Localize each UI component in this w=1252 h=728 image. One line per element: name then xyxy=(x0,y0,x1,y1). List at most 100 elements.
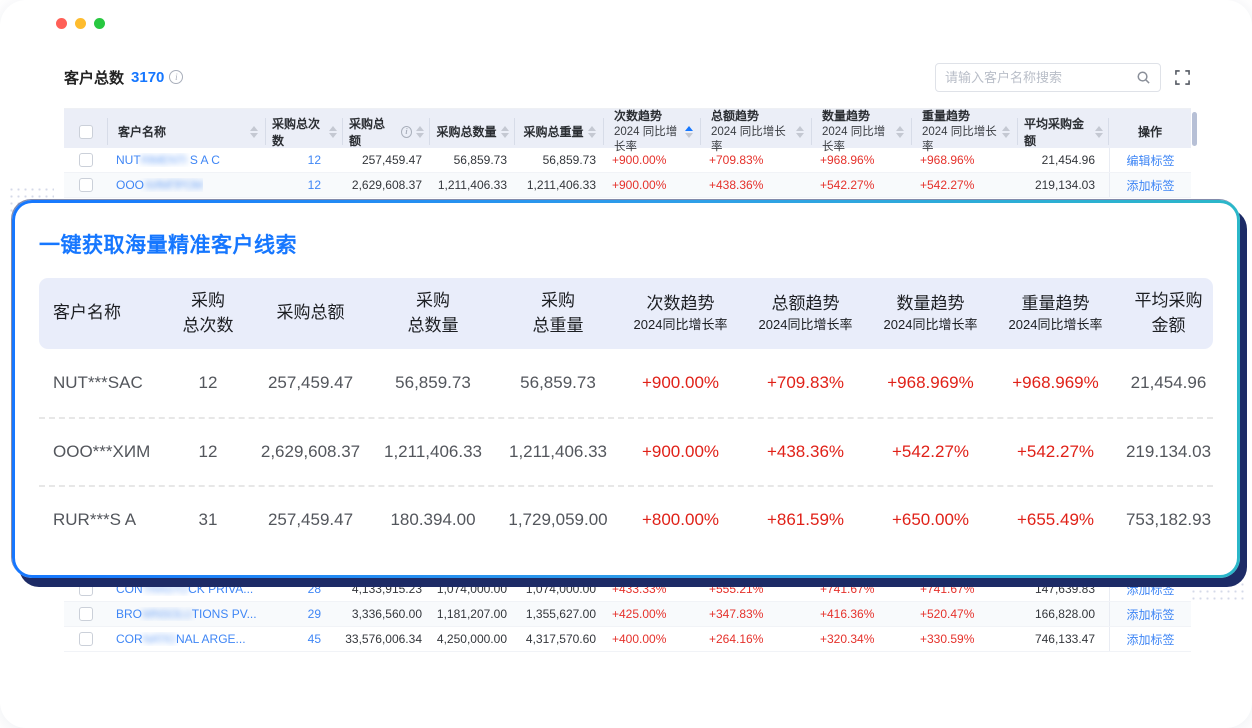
times-value[interactable]: 12 xyxy=(307,178,321,192)
times-value: 12 xyxy=(198,373,218,392)
customer-name-link[interactable]: BROWNSOLUTIONS PV... xyxy=(116,607,257,621)
amount-trend-value: +709.83% xyxy=(709,153,764,167)
row-checkbox[interactable] xyxy=(79,632,93,646)
search-input[interactable] xyxy=(945,69,1136,85)
sort-icon[interactable] xyxy=(500,125,509,138)
amount-value: 33,576,006.34 xyxy=(345,632,422,646)
close-window-button[interactable] xyxy=(56,18,67,29)
weight-trend-value: +968.969% xyxy=(1012,373,1099,392)
amount-trend-value: +709.83% xyxy=(766,373,845,392)
col-weight[interactable]: 采购总重量 xyxy=(515,109,604,154)
customer-name-link[interactable]: CORNATIONAL ARGE... xyxy=(116,632,246,646)
sort-icon-active[interactable] xyxy=(685,125,693,138)
table-scrollbar[interactable] xyxy=(1192,112,1197,146)
col-quantity[interactable]: 采购总数量 xyxy=(430,109,515,154)
row-checkbox[interactable] xyxy=(79,178,93,192)
times-value: 12 xyxy=(198,442,218,461)
sort-icon[interactable] xyxy=(1095,125,1103,138)
sort-icon[interactable] xyxy=(416,125,424,138)
select-all-checkbox[interactable] xyxy=(79,124,93,139)
col-amount[interactable]: 采购总额 i xyxy=(343,109,430,154)
quantity-trend-value: +542.27% xyxy=(820,178,875,192)
quantity-value: 4,250,000.00 xyxy=(436,632,507,646)
sort-icon[interactable] xyxy=(896,125,904,138)
quantity-trend-value: +968.96% xyxy=(820,153,875,167)
add-tag-button[interactable]: 添加标签 xyxy=(1126,632,1175,647)
col-amount-trend[interactable]: 总额趋势 2024 同比增长率 xyxy=(701,109,812,154)
sort-icon[interactable] xyxy=(329,125,337,138)
table-row: NUTRIMENTI S A C 12 257,459.47 56,859.73… xyxy=(64,148,1191,173)
table-row: OOOXИMПPOM 12 2,629,608.37 1,211,406.33 … xyxy=(64,173,1191,198)
weight-trend-value: +520.47% xyxy=(920,607,975,621)
weight-trend-value: +968.96% xyxy=(920,153,975,167)
sort-icon[interactable] xyxy=(1002,125,1010,138)
sort-icon[interactable] xyxy=(587,125,596,138)
customer-table-bottom: CONTRASTOCK PRIVA... 28 4,133,915.23 1,0… xyxy=(64,577,1191,652)
col-customer-name[interactable]: 客户名称 xyxy=(108,109,266,154)
panel-row: OOO***ХИМ 12 2,629,608.37 1,211,406.33 1… xyxy=(39,417,1213,485)
customer-name-link[interactable]: OOOXИMПPOM xyxy=(116,178,204,192)
add-tag-button[interactable]: 添加标签 xyxy=(1126,582,1175,597)
highlight-panel: 一键获取海量精准客户线索 客户名称 采购 总次数 采购总额 采购 总数量 采购 总重量… xyxy=(12,200,1240,578)
amount-trend-value: +555.21% xyxy=(709,582,764,596)
info-icon[interactable]: i xyxy=(401,125,412,138)
amount-value: 257,459.47 xyxy=(267,373,354,392)
row-checkbox[interactable] xyxy=(79,607,93,621)
add-tag-button[interactable]: 添加标签 xyxy=(1126,178,1175,193)
times-value[interactable]: 28 xyxy=(307,582,321,596)
weight-trend-value: +330.59% xyxy=(920,632,975,646)
search-icon[interactable] xyxy=(1136,70,1151,85)
sort-icon[interactable] xyxy=(250,125,258,138)
panel-row: RUR***S A 31 257,459.47 180.394.00 1,729… xyxy=(39,485,1213,553)
amount-trend-value: +438.36% xyxy=(709,178,764,192)
times-value[interactable]: 45 xyxy=(307,632,321,646)
weight-value: 1,729,059.00 xyxy=(508,510,608,529)
ocol-times: 采购 总次数 xyxy=(182,290,234,335)
quantity-trend-value: +542.27% xyxy=(891,442,970,461)
quantity-value: 1,181,207.00 xyxy=(436,607,507,621)
row-checkbox[interactable] xyxy=(79,582,93,596)
fullscreen-expand-icon[interactable] xyxy=(1175,69,1190,85)
weight-value: 56,859.73 xyxy=(542,153,596,167)
col-quantity-trend[interactable]: 数量趋势 2024 同比增长率 xyxy=(812,109,912,154)
customer-name: NUT***SAC xyxy=(53,373,143,392)
times-value[interactable]: 29 xyxy=(307,607,321,621)
quantity-trend-value: +741.67% xyxy=(820,582,875,596)
times-trend-value: +800.00% xyxy=(641,510,720,529)
quantity-value: 1,074,000.00 xyxy=(436,582,507,596)
col-weight-trend[interactable]: 重量趋势 2024 同比增长率 xyxy=(912,109,1018,154)
customer-name-link[interactable]: NUTRIMENTI S A C xyxy=(116,153,220,167)
customer-name-link[interactable]: CONTRASTOCK PRIVA... xyxy=(116,582,254,596)
ocol-weight: 采购 总重量 xyxy=(532,290,584,335)
select-all-cell xyxy=(64,109,108,154)
weight-value: 1,211,406.33 xyxy=(509,442,607,461)
times-value: 31 xyxy=(198,510,218,529)
row-checkbox[interactable] xyxy=(79,153,93,167)
col-times-trend[interactable]: 次数趋势 2024 同比增长率 xyxy=(604,109,701,154)
weight-value: 1,211,406.33 xyxy=(526,178,596,192)
col-times[interactable]: 采购总次数 xyxy=(266,109,343,154)
quantity-trend-value: +416.36% xyxy=(820,607,875,621)
info-icon[interactable]: i xyxy=(169,70,184,84)
avg-amount-value: 753,182.93 xyxy=(1125,510,1212,529)
quantity-value: 1,211,406.33 xyxy=(437,178,507,192)
avg-amount-value: 746,133.47 xyxy=(1034,632,1095,646)
weight-trend-value: +542.27% xyxy=(1016,442,1095,461)
col-avg-amount[interactable]: 平均采购金额 xyxy=(1018,109,1109,154)
times-value[interactable]: 12 xyxy=(307,153,321,167)
customer-search-box[interactable] xyxy=(935,62,1161,92)
amount-trend-value: +861.59% xyxy=(766,510,845,529)
edit-tag-button[interactable]: 编辑标签 xyxy=(1126,153,1175,168)
customer-table: 客户名称 采购总次数 采购总额 i 采购总数量 采购总重量 次数趋势 2024 同比… xyxy=(64,108,1191,198)
quantity-value: 56,859.73 xyxy=(453,153,507,167)
maximize-window-button[interactable] xyxy=(94,18,105,29)
sort-icon[interactable] xyxy=(796,125,804,138)
ocol-amount-trend: 总额趋势 2024同比增长率 xyxy=(758,293,853,333)
avg-amount-value: 219.134.03 xyxy=(1125,442,1212,461)
avg-amount-value: 219,134.03 xyxy=(1034,178,1095,192)
ocol-weight-trend: 重量趋势 2024同比增长率 xyxy=(1008,293,1103,333)
add-tag-button[interactable]: 添加标签 xyxy=(1126,607,1175,622)
minimize-window-button[interactable] xyxy=(75,18,86,29)
quantity-value: 56,859.73 xyxy=(395,373,471,392)
col-actions: 操作 xyxy=(1137,125,1162,140)
